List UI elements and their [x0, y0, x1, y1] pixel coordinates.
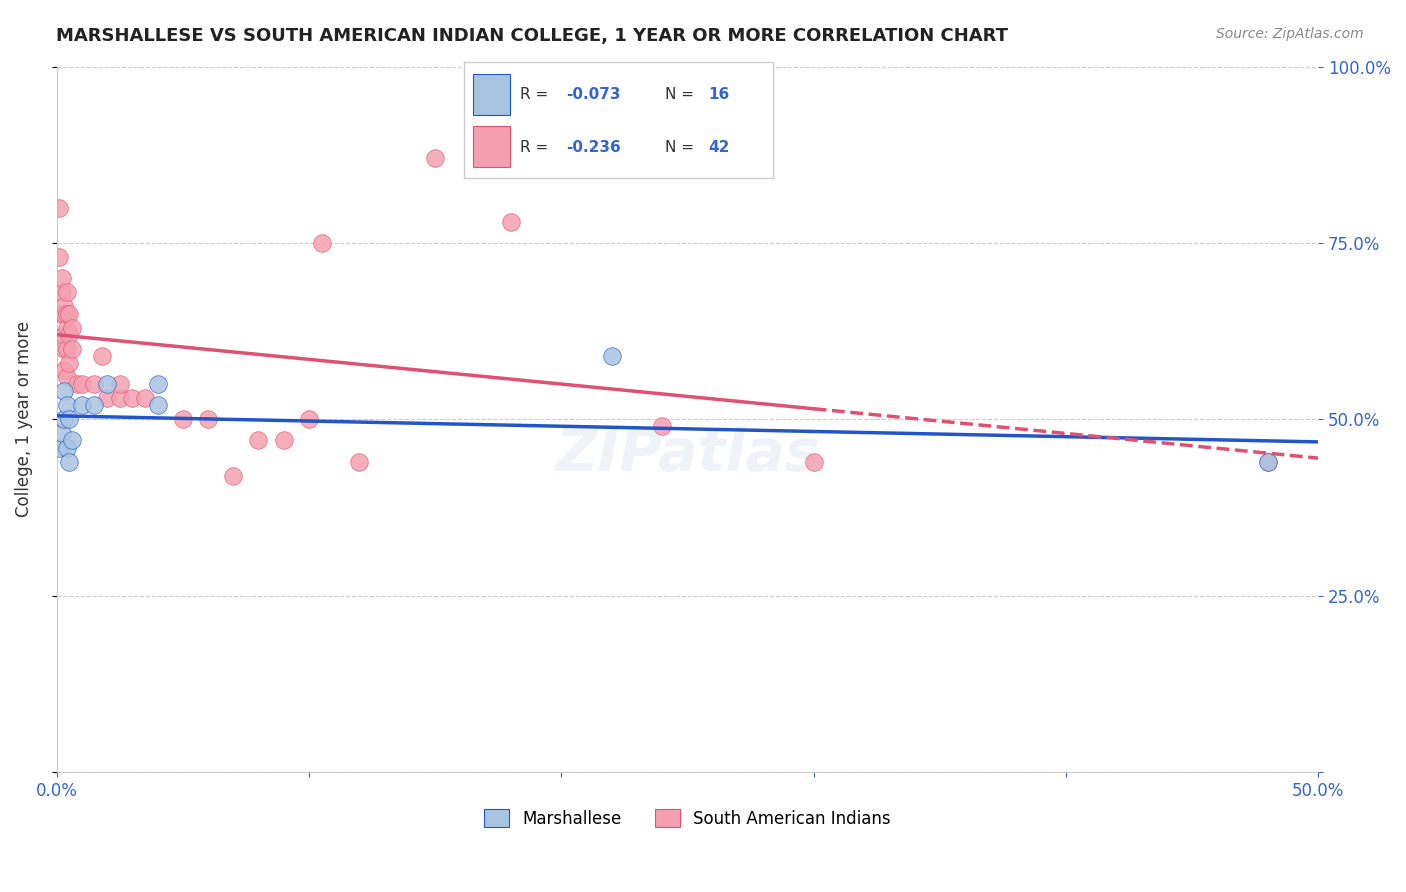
Point: [83, 377, 105, 392]
Point: [48, 201, 70, 215]
Point: [273, 434, 295, 448]
Point: [48, 441, 70, 455]
Point: [53, 342, 76, 356]
Text: -0.236: -0.236: [567, 139, 621, 154]
Point: [803, 455, 825, 469]
Point: [96, 391, 118, 405]
Point: [311, 235, 333, 250]
Text: N =: N =: [665, 139, 699, 154]
Point: [58, 327, 80, 342]
Point: [134, 391, 156, 405]
Point: [55, 398, 77, 412]
Point: [108, 377, 131, 392]
Text: -0.073: -0.073: [567, 87, 620, 103]
Point: [51, 306, 73, 320]
Point: [60, 320, 83, 334]
Text: 42: 42: [709, 139, 730, 154]
Point: [83, 398, 105, 412]
Point: [53, 300, 76, 314]
Point: [58, 306, 80, 320]
Point: [60, 342, 83, 356]
Point: [66, 377, 89, 392]
Point: [55, 370, 77, 384]
Point: [51, 426, 73, 441]
Point: [121, 391, 143, 405]
Point: [51, 271, 73, 285]
Text: 16: 16: [709, 87, 730, 103]
Point: [53, 363, 76, 377]
Point: [600, 349, 623, 363]
Point: [108, 391, 131, 405]
Text: Source: ZipAtlas.com: Source: ZipAtlas.com: [1216, 27, 1364, 41]
Point: [48, 250, 70, 264]
Text: MARSHALLESE VS SOUTH AMERICAN INDIAN COLLEGE, 1 YEAR OR MORE CORRELATION CHART: MARSHALLESE VS SOUTH AMERICAN INDIAN COL…: [56, 27, 1008, 45]
Point: [55, 342, 77, 356]
Point: [53, 412, 76, 426]
Point: [58, 455, 80, 469]
Point: [70, 398, 93, 412]
Point: [349, 455, 371, 469]
Point: [58, 356, 80, 370]
Point: [146, 398, 169, 412]
Text: ZIPatlas: ZIPatlas: [555, 426, 820, 483]
Y-axis label: College, 1 year or more: College, 1 year or more: [15, 321, 32, 517]
Point: [53, 306, 76, 320]
Text: R =: R =: [520, 139, 553, 154]
Point: [146, 377, 169, 392]
Point: [298, 412, 321, 426]
Point: [247, 434, 270, 448]
Point: [58, 412, 80, 426]
Point: [55, 306, 77, 320]
Point: [1257, 455, 1279, 469]
Point: [1257, 455, 1279, 469]
Point: [197, 412, 219, 426]
Point: [91, 349, 114, 363]
Legend: Marshallese, South American Indians: Marshallese, South American Indians: [478, 803, 897, 834]
Point: [53, 327, 76, 342]
Point: [423, 151, 446, 165]
Point: [55, 441, 77, 455]
Text: R =: R =: [520, 87, 553, 103]
Point: [55, 320, 77, 334]
FancyBboxPatch shape: [474, 126, 510, 167]
Point: [96, 377, 118, 392]
Point: [51, 285, 73, 300]
Point: [55, 285, 77, 300]
Point: [222, 468, 245, 483]
Text: N =: N =: [665, 87, 699, 103]
Point: [172, 412, 194, 426]
Point: [651, 419, 673, 434]
Point: [70, 377, 93, 392]
Point: [53, 384, 76, 398]
Point: [499, 215, 522, 229]
FancyBboxPatch shape: [474, 74, 510, 114]
Point: [60, 434, 83, 448]
